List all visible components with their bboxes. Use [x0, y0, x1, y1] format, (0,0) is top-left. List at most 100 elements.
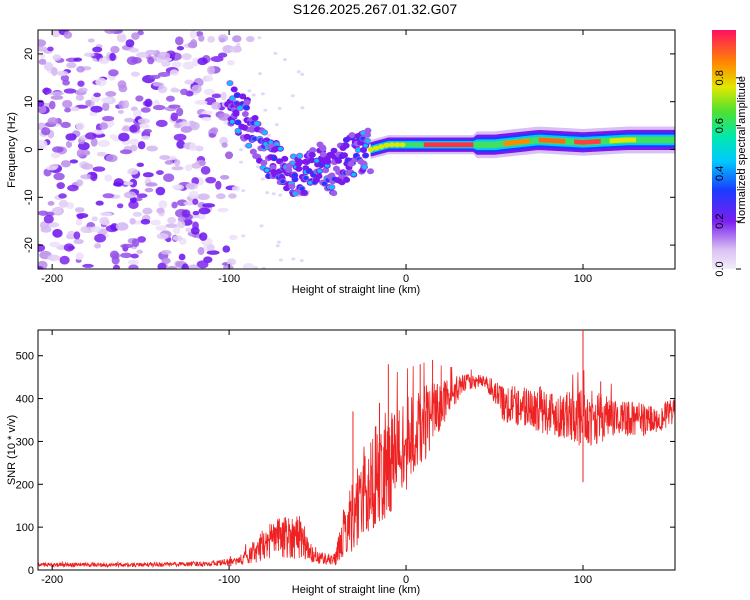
spectrogram-noise-cell — [205, 176, 217, 184]
spectrogram-noise-cell — [130, 196, 137, 204]
spectrogram-ridge-cell — [252, 152, 260, 159]
spectrogram-noise-cell — [123, 191, 137, 199]
spectrogram-noise-cell — [87, 38, 95, 43]
spectrogram-ridge-cell — [296, 159, 304, 166]
spectrogram-ridge-cell — [260, 159, 268, 166]
spectrogram-ridge-cell — [239, 93, 247, 100]
spectrogram-noise-cell — [152, 104, 166, 111]
spectrogram-noise-cell — [203, 88, 215, 96]
spectrogram-x-axis-label: Height of straight line (km) — [292, 284, 420, 296]
spectrogram-noise-cell — [90, 105, 103, 113]
spectrogram-noise-cell — [253, 266, 258, 269]
spectrogram-noise-cell — [257, 36, 262, 40]
spectrogram-noise-cell — [95, 77, 107, 87]
spectrogram-ridge-cell — [348, 132, 356, 139]
spectrogram-noise-cell — [224, 151, 234, 160]
spectrogram-noise-cell — [52, 207, 62, 215]
spectrogram-noise-cell — [63, 243, 75, 252]
spectrogram-noise-cell — [168, 104, 181, 109]
spectrogram-noise-cell — [75, 122, 85, 131]
spectrogram-noise-cell — [191, 84, 202, 94]
spectrogram-noise-cell — [142, 207, 153, 215]
spectrogram-noise-cell — [75, 179, 84, 187]
spectrogram-noise-cell — [159, 155, 171, 160]
spectrogram-ridge-cell — [300, 189, 308, 196]
spectrogram-noise-cell — [183, 201, 195, 206]
snr-spikes — [352, 330, 602, 515]
spectrogram-noise-cell — [60, 160, 71, 168]
spectrogram-noise-cell — [266, 134, 271, 138]
spectrogram-noise-cell — [277, 106, 282, 110]
spectrogram-noise-cell — [226, 60, 235, 66]
spectrogram-ridge-cell — [269, 164, 277, 171]
spectrogram-noise-cell — [198, 207, 211, 215]
colorbar-tick-label: 0.2 — [714, 214, 726, 229]
spectrogram-band-core — [609, 137, 637, 144]
spectrogram-ridge-cell — [254, 121, 260, 126]
spectrogram-noise-cell — [184, 164, 193, 172]
spectrogram-noise-cell — [51, 163, 59, 169]
spectrogram-noise-cell — [62, 79, 70, 86]
spectrogram-noise-cell — [128, 264, 139, 269]
spectrogram-noise-cell — [39, 53, 46, 59]
spectrogram-noise-cell — [217, 113, 231, 121]
spectrogram-noise-cell — [125, 39, 135, 48]
colorbar-tick-label: 0.4 — [714, 166, 726, 181]
spectrogram-noise-cell — [128, 47, 139, 53]
spectrogram-noise-cell — [131, 238, 140, 247]
spectrogram-noise-cell — [176, 45, 185, 51]
spectrogram-ridge-cell — [347, 160, 355, 167]
spectrogram-y-axis-label: Frequency (Hz) — [6, 112, 18, 188]
spectrogram-noise-cell — [60, 121, 71, 129]
spectrogram-ridge-cell — [251, 114, 259, 121]
spectrogram-ridge-cell — [363, 153, 369, 158]
spectrogram-noise-cell — [47, 201, 55, 206]
spectrogram-noise-cell — [58, 199, 69, 208]
spectrogram-noise-cell — [229, 234, 238, 240]
spectrogram-noise-cell — [63, 31, 73, 39]
spectrogram-noise-cell — [199, 160, 206, 167]
spectrogram-noise-cell — [222, 44, 234, 54]
spectrogram-noise-cell — [167, 216, 177, 224]
spectrogram-noise-cell — [198, 34, 205, 42]
spectrogram-noise-cell — [217, 34, 229, 43]
spectrogram-ridge-cell — [234, 93, 240, 98]
spectrogram-noise-cell — [93, 129, 104, 135]
spectrogram-noise-cell — [228, 193, 237, 199]
spectrogram-noise-cell — [178, 121, 191, 128]
spectrogram-ridge-cell — [335, 157, 343, 164]
spectrogram-noise-cell — [97, 140, 111, 148]
spectrogram-noise-cell — [41, 127, 51, 136]
spectrogram-ridge-cell — [243, 105, 249, 110]
spectrogram-ridge-cell — [388, 142, 395, 148]
spectrogram-noise-cell — [76, 66, 85, 73]
spectrogram-noise-cell — [101, 220, 110, 226]
spectrogram-noise-cell — [129, 217, 136, 225]
spectrogram-noise-cell — [278, 258, 283, 262]
spectrogram-noise-cell — [197, 247, 205, 256]
spectrogram-ridge-cell — [343, 176, 351, 183]
spectrogram-noise-cell — [260, 92, 265, 96]
spectrogram-noise-cell — [192, 221, 199, 231]
spectrogram-ridge-cell — [342, 142, 350, 149]
spectrogram-noise-cell — [104, 174, 113, 182]
spectrogram-noise-cell — [236, 42, 241, 46]
x-tick-label: -200 — [41, 273, 63, 285]
spectrogram-noise-cell — [90, 137, 98, 147]
spectrogram-noise-cell — [258, 72, 263, 76]
snr-series-line — [38, 362, 675, 569]
spectrogram-ridge-cell — [230, 86, 238, 93]
spectrogram-ridge-cell — [246, 143, 252, 148]
spectrogram-ridge-cell — [363, 143, 369, 148]
x-tick-label: 0 — [403, 273, 409, 285]
spectrogram-noise-cell — [155, 225, 167, 231]
spectrogram-ridge-cell — [271, 156, 277, 161]
spectrogram-noise-cell — [232, 35, 242, 43]
spectrogram-noise-cell — [93, 92, 101, 98]
spectrogram-noise-cell — [166, 95, 175, 102]
spectrogram-noise-cell — [156, 233, 169, 240]
spectrogram-noise-cell — [156, 207, 165, 214]
spectrogram-ridge-cell — [319, 145, 327, 152]
spectrogram-noise-cell — [92, 166, 106, 172]
spectrogram-noise-cell — [140, 107, 151, 113]
